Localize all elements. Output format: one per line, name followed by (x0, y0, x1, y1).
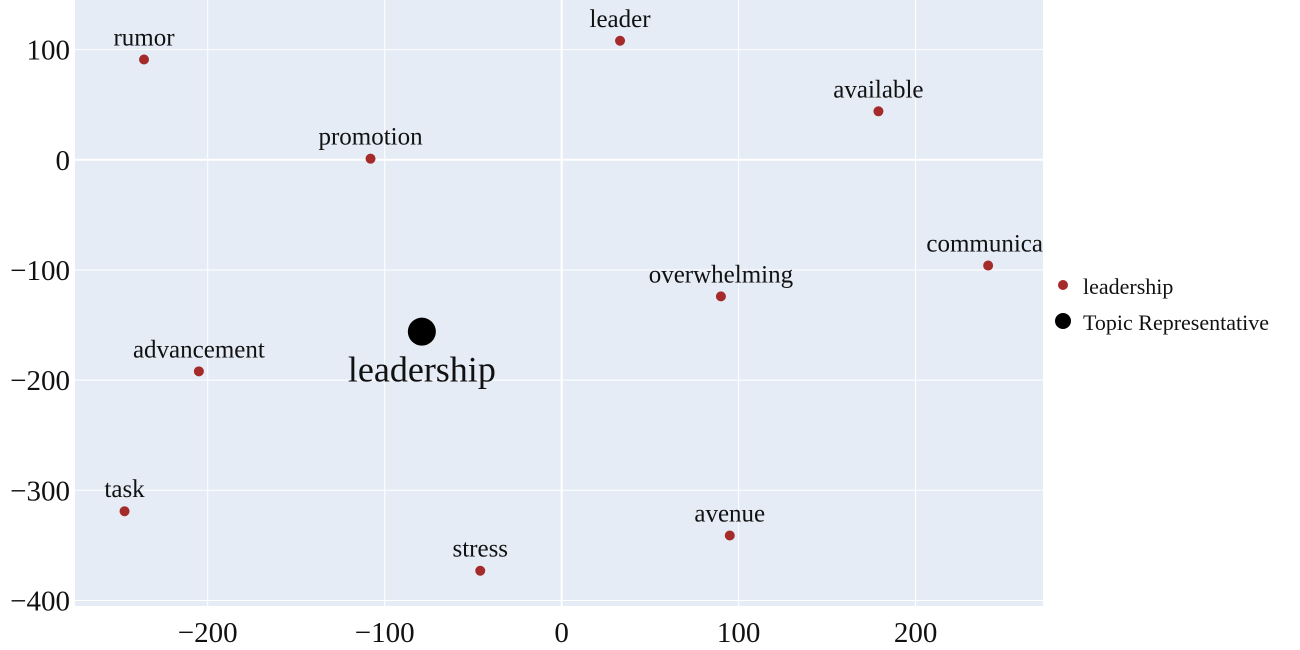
data-point-label: leader (590, 6, 652, 33)
legend-label: Topic Representative (1083, 310, 1269, 335)
data-point (715, 291, 726, 302)
data-point-label: advancement (133, 336, 265, 363)
y-tick-label: −300 (10, 475, 70, 507)
legend-marker (1055, 313, 1071, 329)
x-tick-label: −200 (178, 617, 238, 649)
y-axis-ticks: 100 0 −100 −200 −300 −400 (10, 35, 70, 618)
data-point-label: communicat (926, 231, 1050, 258)
topic-representative-label: leadership (348, 350, 496, 390)
data-point (119, 506, 130, 517)
topic-representative-point (407, 317, 436, 346)
data-point-label: overwhelming (649, 261, 794, 288)
data-point-label: avenue (694, 500, 765, 527)
y-tick-label: −200 (10, 365, 70, 397)
x-tick-label: 100 (717, 617, 761, 649)
data-point (983, 260, 994, 271)
data-point-label: rumor (113, 24, 175, 51)
data-point-label: promotion (318, 124, 423, 151)
x-axis-ticks: −200 −100 0 100 200 (178, 617, 938, 649)
x-tick-label: −100 (355, 617, 415, 649)
data-points: rumor leader available promotion communicat o… (104, 6, 1050, 576)
data-point-label: stress (452, 536, 508, 563)
x-tick-label: 200 (894, 617, 938, 649)
data-point (615, 35, 626, 46)
data-point-label: available (833, 76, 923, 103)
data-point (724, 530, 735, 541)
data-point (193, 366, 204, 377)
y-tick-label: −400 (10, 585, 70, 617)
y-tick-label: 0 (56, 145, 71, 177)
plot-background (75, 0, 1043, 606)
legend: leadership Topic Representative (1055, 274, 1269, 335)
data-point-label: task (104, 476, 145, 503)
grid-lines (75, 0, 1043, 606)
data-point (139, 54, 150, 65)
legend-marker (1058, 280, 1068, 290)
data-point (873, 106, 884, 117)
data-point (475, 565, 486, 576)
y-tick-label: −100 (10, 255, 70, 287)
data-point (365, 153, 376, 164)
legend-label: leadership (1083, 274, 1173, 299)
y-tick-label: 100 (27, 35, 71, 67)
x-tick-label: 0 (554, 617, 569, 649)
